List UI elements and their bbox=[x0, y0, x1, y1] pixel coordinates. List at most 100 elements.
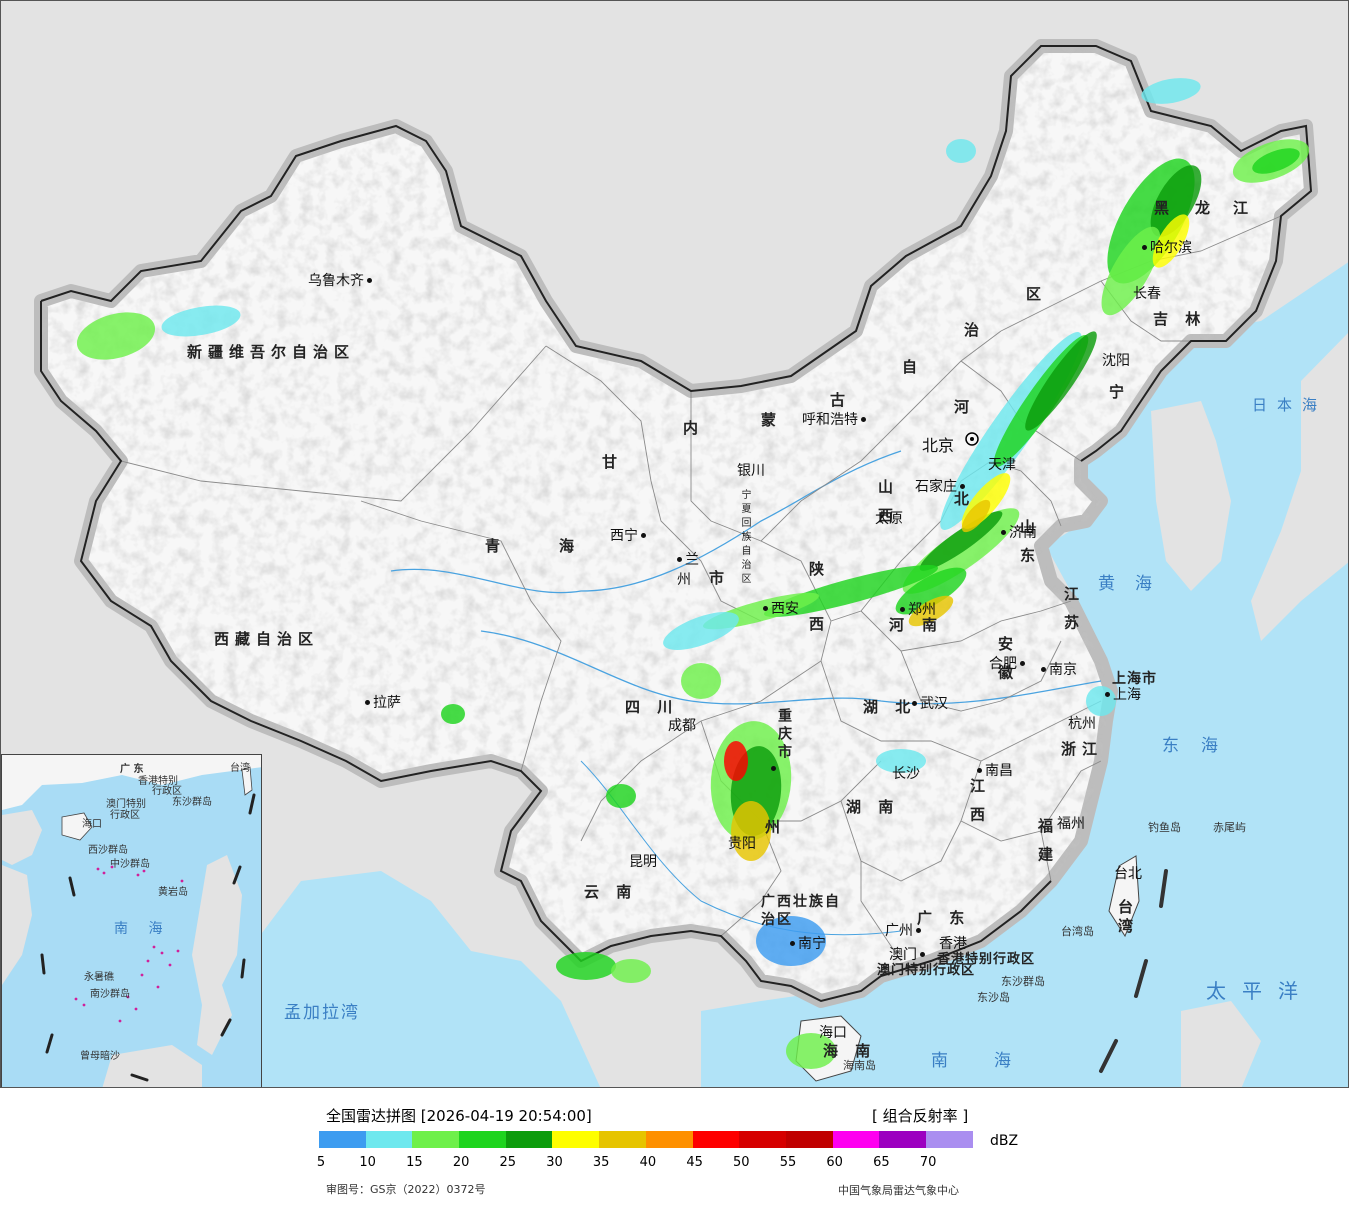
legend-swatch bbox=[365, 1131, 413, 1148]
legend-swatch bbox=[459, 1131, 506, 1148]
city-shijiazhuang[interactable]: 石家庄 bbox=[915, 476, 968, 496]
city-zhengzhou[interactable]: 郑州 bbox=[900, 599, 936, 619]
city-shanghai[interactable]: 上海 bbox=[1105, 684, 1141, 704]
region-hongkong: 香港特别行政区 bbox=[937, 952, 1036, 967]
region-jiangxi: 江 西 bbox=[968, 778, 986, 826]
legend-tick: 30 bbox=[546, 1155, 563, 1170]
region-nmg-3: 古 bbox=[830, 391, 852, 409]
city-beijing[interactable]: 北京 bbox=[922, 436, 955, 455]
region-shandong: 山 东 bbox=[1018, 519, 1036, 567]
city-changchun[interactable]: 长春 bbox=[1133, 286, 1161, 302]
city-hefei[interactable]: 合肥 bbox=[989, 653, 1028, 673]
city-jinan[interactable]: 济南 bbox=[1001, 522, 1037, 542]
city-nanchang[interactable]: 南昌 bbox=[977, 760, 1013, 780]
city-yinchuan[interactable]: 银川 bbox=[737, 463, 765, 479]
city-taipei[interactable]: 台北 bbox=[1114, 866, 1142, 882]
region-nmg-4: 自 bbox=[902, 358, 924, 376]
inset-huangyan: 黄岩岛 bbox=[158, 887, 188, 898]
city-shenyang[interactable]: 沈阳 bbox=[1102, 353, 1130, 369]
city-macau[interactable]: 澳门 bbox=[889, 944, 928, 964]
sea-south-china: 南海 bbox=[931, 1051, 1057, 1071]
legend-tick: 25 bbox=[499, 1155, 517, 1170]
legend-tick: 5 bbox=[316, 1155, 326, 1170]
radar-echoes bbox=[76, 78, 1310, 1069]
city-nanjing[interactable]: 南京 bbox=[1041, 659, 1077, 679]
legend-swatch bbox=[552, 1131, 600, 1148]
legend-swatch bbox=[412, 1131, 460, 1148]
region-yunnan: 云 南 bbox=[584, 883, 638, 901]
radar-echo bbox=[161, 305, 241, 337]
radar-echo bbox=[724, 741, 748, 781]
city-taiyuan[interactable]: 太原 bbox=[875, 511, 903, 527]
radar-echo bbox=[1025, 331, 1097, 431]
region-shanxi: 山 西 bbox=[876, 479, 894, 527]
inset-macau-2: 行政区 bbox=[110, 810, 140, 821]
city-xining[interactable]: 西宁 bbox=[610, 525, 649, 545]
city-chongqing[interactable] bbox=[771, 761, 779, 777]
legend-swatch bbox=[879, 1131, 926, 1148]
city-hongkong[interactable]: 香港 bbox=[939, 936, 967, 952]
region-hebei-1: 河 bbox=[954, 398, 976, 416]
sea-east-china: 东海 bbox=[1162, 736, 1240, 756]
south-sea-inset[interactable]: 广 东 台湾 香港特别 行政区 澳门特别 行政区 东沙群岛 海口 西沙群岛 中沙… bbox=[1, 754, 262, 1087]
radar-echo bbox=[1150, 165, 1202, 237]
region-fujian: 福 建 bbox=[1036, 818, 1054, 866]
region-hainan: 海 南 bbox=[823, 1042, 877, 1060]
region-zhejiang: 浙江 bbox=[1061, 740, 1104, 758]
region-nmg-2: 蒙 bbox=[761, 411, 783, 429]
region-xinjiang: 新疆维吾尔自治区 bbox=[187, 343, 356, 361]
legend-tick: 70 bbox=[919, 1155, 937, 1170]
region-hlj-3: 江 bbox=[1233, 199, 1255, 217]
inset-dongsha: 东沙群岛 bbox=[172, 797, 212, 808]
region-guizhou: 州 bbox=[765, 818, 787, 836]
legend-panel bbox=[0, 1088, 1349, 1208]
island-taiwan: 台湾岛 bbox=[1061, 925, 1094, 938]
radar-echo bbox=[786, 1033, 836, 1069]
legend-color-bar bbox=[319, 1131, 973, 1148]
radar-echo bbox=[556, 952, 616, 980]
sea-pacific: 太平洋 bbox=[1206, 979, 1314, 1003]
city-chengdu[interactable]: 成都 bbox=[668, 718, 696, 734]
inset-yongshu: 永暑礁 bbox=[84, 972, 114, 983]
city-guiyang[interactable]: 贵阳 bbox=[728, 836, 756, 852]
radar-echo bbox=[876, 749, 926, 773]
city-fuzhou[interactable]: 福州 bbox=[1057, 816, 1085, 832]
city-kunming[interactable]: 昆明 bbox=[629, 854, 657, 870]
region-nmg-5: 治 bbox=[964, 321, 986, 339]
region-taiwan: 台湾 bbox=[1116, 899, 1134, 937]
city-nanning[interactable]: 南宁 bbox=[790, 933, 826, 953]
region-liaoning: 宁 bbox=[1109, 383, 1131, 401]
region-henan-he: 河 bbox=[889, 616, 911, 634]
city-harbin[interactable]: 哈尔滨 bbox=[1142, 237, 1192, 257]
city-lanzhou[interactable]: 兰州 bbox=[677, 552, 699, 588]
radar-map[interactable]: 新疆维吾尔自治区 西藏自治区 青 海 甘 内 蒙 古 自 治 区 黑 龙 江 吉… bbox=[0, 0, 1349, 1088]
region-hlj-2: 龙 bbox=[1195, 199, 1217, 217]
city-haikou[interactable]: 海口 bbox=[819, 1025, 847, 1041]
region-ningxia: 宁夏回族自治区 bbox=[739, 489, 750, 587]
city-guangzhou[interactable]: 广州 bbox=[885, 920, 924, 940]
region-shaanxi-1: 陕 bbox=[809, 560, 831, 578]
sea-yellow: 黄海 bbox=[1098, 574, 1172, 594]
inset-hongkong-2: 行政区 bbox=[152, 786, 182, 797]
city-changsha[interactable]: 长沙 bbox=[892, 766, 920, 782]
region-macau: 澳门特别行政区 bbox=[877, 963, 976, 978]
radar-echo bbox=[606, 784, 636, 808]
legend-tick: 40 bbox=[639, 1155, 657, 1170]
city-wuhan[interactable]: 武汉 bbox=[912, 693, 948, 713]
city-lhasa[interactable]: 拉萨 bbox=[365, 692, 401, 712]
legend-tick: 60 bbox=[826, 1155, 843, 1170]
legend-unit: dBZ bbox=[990, 1133, 1019, 1149]
legend-swatch bbox=[739, 1131, 786, 1148]
legend-tick: 15 bbox=[406, 1155, 423, 1170]
review-number: 审图号：GS京（2022）0372号 bbox=[326, 1183, 486, 1196]
city-tianjin[interactable]: 天津 bbox=[988, 457, 1016, 473]
inset-zhongsha: 中沙群岛 bbox=[110, 859, 150, 870]
island-diaoyu: 钓鱼岛 bbox=[1148, 821, 1181, 834]
region-qinghai-2: 海 bbox=[559, 537, 581, 555]
inset-guangdong: 广 东 bbox=[120, 764, 144, 775]
inset-zengmu: 曾母暗沙 bbox=[80, 1051, 120, 1062]
city-hohhot[interactable]: 呼和浩特 bbox=[802, 409, 869, 429]
city-xian[interactable]: 西安 bbox=[763, 598, 799, 618]
city-urumqi[interactable]: 乌鲁木齐 bbox=[308, 270, 375, 290]
city-hangzhou[interactable]: 杭州 bbox=[1068, 716, 1096, 732]
